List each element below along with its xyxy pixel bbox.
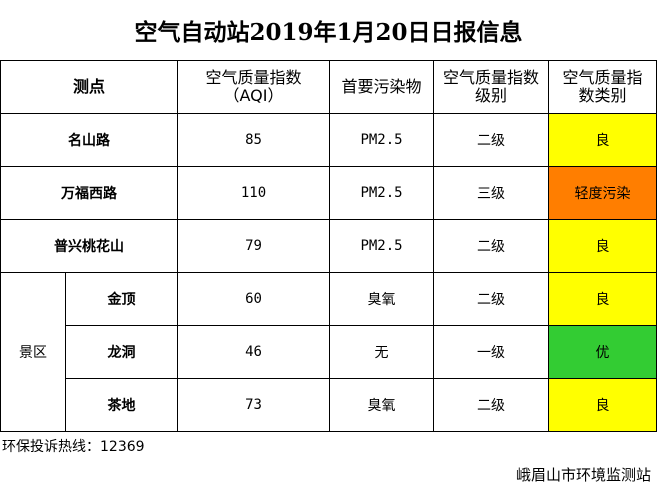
aqi-level: 二级 — [433, 219, 550, 273]
aqi-category: 良 — [548, 219, 657, 273]
header-aqi-line1: 空气质量指数 — [205, 68, 302, 87]
aqi-value: 46 — [177, 325, 331, 379]
aqi-category: 优 — [548, 325, 657, 379]
table-row: 名山路 85 PM2.5 二级 良 — [0, 113, 657, 167]
header-category: 空气质量指 数类别 — [548, 60, 657, 114]
table-row: 万福西路 110 PM2.5 三级 轻度污染 — [0, 166, 657, 220]
site-name: 茶地 — [64, 378, 179, 432]
header-category-line1: 空气质量指 — [562, 68, 643, 87]
header-site: 测点 — [0, 60, 179, 114]
header-pollutant: 首要污染物 — [329, 60, 435, 114]
aqi-level: 一级 — [433, 325, 550, 379]
primary-pollutant: PM2.5 — [329, 113, 435, 167]
site-name: 龙洞 — [64, 325, 179, 379]
site-name: 名山路 — [0, 113, 179, 167]
table-row: 龙洞 46 无 一级 优 — [1, 325, 657, 379]
aqi-value: 110 — [177, 166, 331, 220]
aqi-category: 良 — [548, 113, 657, 167]
header-level-line1: 空气质量指数 — [443, 68, 540, 87]
aqi-value: 73 — [177, 378, 331, 432]
primary-pollutant: 无 — [329, 325, 435, 379]
header-category-line2: 数类别 — [578, 86, 627, 105]
table-header-row: 测点 空气质量指数 （AQI） 首要污染物 空气质量指数 级别 空气质量指 数类… — [0, 60, 657, 114]
primary-pollutant: 臭氧 — [329, 272, 435, 326]
primary-pollutant: 臭氧 — [329, 378, 435, 432]
aqi-value: 79 — [177, 219, 331, 273]
header-level: 空气质量指数 级别 — [433, 60, 550, 114]
table-row: 景区 金顶 60 臭氧 二级 良 — [0, 272, 657, 432]
aqi-category: 良 — [548, 272, 657, 326]
aqi-value: 60 — [177, 272, 331, 326]
table-row: 普兴桃花山 79 PM2.5 二级 良 — [0, 219, 657, 273]
primary-pollutant: PM2.5 — [329, 219, 435, 273]
scenic-area-label: 景区 — [0, 272, 66, 432]
aqi-category: 良 — [548, 378, 657, 432]
page-title: 空气自动站2019年1月20日日报信息 — [134, 19, 523, 46]
header-aqi: 空气质量指数 （AQI） — [177, 60, 331, 114]
site-name: 普兴桃花山 — [0, 219, 179, 273]
site-name: 金顶 — [64, 272, 179, 326]
complaint-hotline: 环保投诉热线：12369 — [2, 439, 145, 455]
aqi-category: 轻度污染 — [548, 166, 657, 220]
aqi-level: 二级 — [433, 113, 550, 167]
table-row: 茶地 73 臭氧 二级 良 — [1, 378, 657, 432]
primary-pollutant: PM2.5 — [329, 166, 435, 220]
aqi-level: 二级 — [433, 272, 550, 326]
site-name: 万福西路 — [0, 166, 179, 220]
header-level-line2: 级别 — [475, 86, 508, 105]
aqi-value: 85 — [177, 113, 331, 167]
aqi-report-table: 测点 空气质量指数 （AQI） 首要污染物 空气质量指数 级别 空气质量指 数类… — [0, 60, 657, 432]
agency-name: 峨眉山市环境监测站 — [515, 466, 651, 484]
header-aqi-line2: （AQI） — [223, 86, 284, 105]
aqi-level: 二级 — [433, 378, 550, 432]
aqi-level: 三级 — [433, 166, 550, 220]
